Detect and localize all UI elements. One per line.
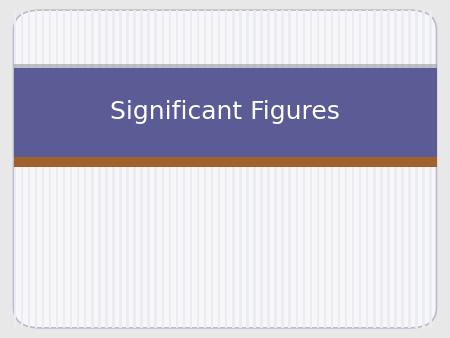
Bar [77,10,79,328]
Bar [338,10,340,328]
Bar [380,10,382,328]
Bar [408,10,411,328]
Text: Significant Figures: Significant Figures [110,100,340,124]
Bar [366,10,369,328]
Bar [373,10,375,328]
Bar [352,10,354,328]
Bar [296,10,298,328]
Bar [14,10,16,328]
Bar [105,10,108,328]
Bar [267,10,270,328]
Bar [70,10,72,328]
Bar [345,10,347,328]
Bar [63,10,65,328]
Bar [387,10,390,328]
Bar [310,10,312,328]
Bar [112,10,115,328]
Bar [197,10,199,328]
Bar [246,10,248,328]
Bar [49,10,51,328]
Bar [274,10,277,328]
Bar [133,10,136,328]
Bar [359,10,361,328]
Bar [42,10,44,328]
Bar [253,10,256,328]
Bar [317,10,319,328]
FancyBboxPatch shape [14,10,436,328]
Bar [119,10,122,328]
Bar [183,10,185,328]
Bar [232,10,234,328]
Bar [429,10,432,328]
Bar [225,10,227,328]
Bar [154,10,157,328]
Bar [14,157,436,167]
Bar [162,10,164,328]
Bar [140,10,143,328]
Bar [324,10,326,328]
Bar [56,10,58,328]
Bar [84,10,86,328]
Bar [401,10,404,328]
Bar [281,10,284,328]
Bar [148,10,150,328]
Bar [91,10,94,328]
Bar [169,10,171,328]
Bar [21,10,23,328]
Bar [27,10,30,328]
Bar [394,10,396,328]
Bar [35,10,37,328]
Bar [302,10,305,328]
Bar [211,10,213,328]
Bar [98,10,100,328]
Bar [14,64,436,68]
Bar [218,10,220,328]
Bar [331,10,333,328]
Bar [288,10,291,328]
Bar [423,10,425,328]
Bar [260,10,263,328]
Bar [190,10,192,328]
Bar [204,10,206,328]
Bar [126,10,129,328]
Bar [176,10,178,328]
Bar [415,10,418,328]
Bar [14,68,436,157]
Bar [239,10,242,328]
